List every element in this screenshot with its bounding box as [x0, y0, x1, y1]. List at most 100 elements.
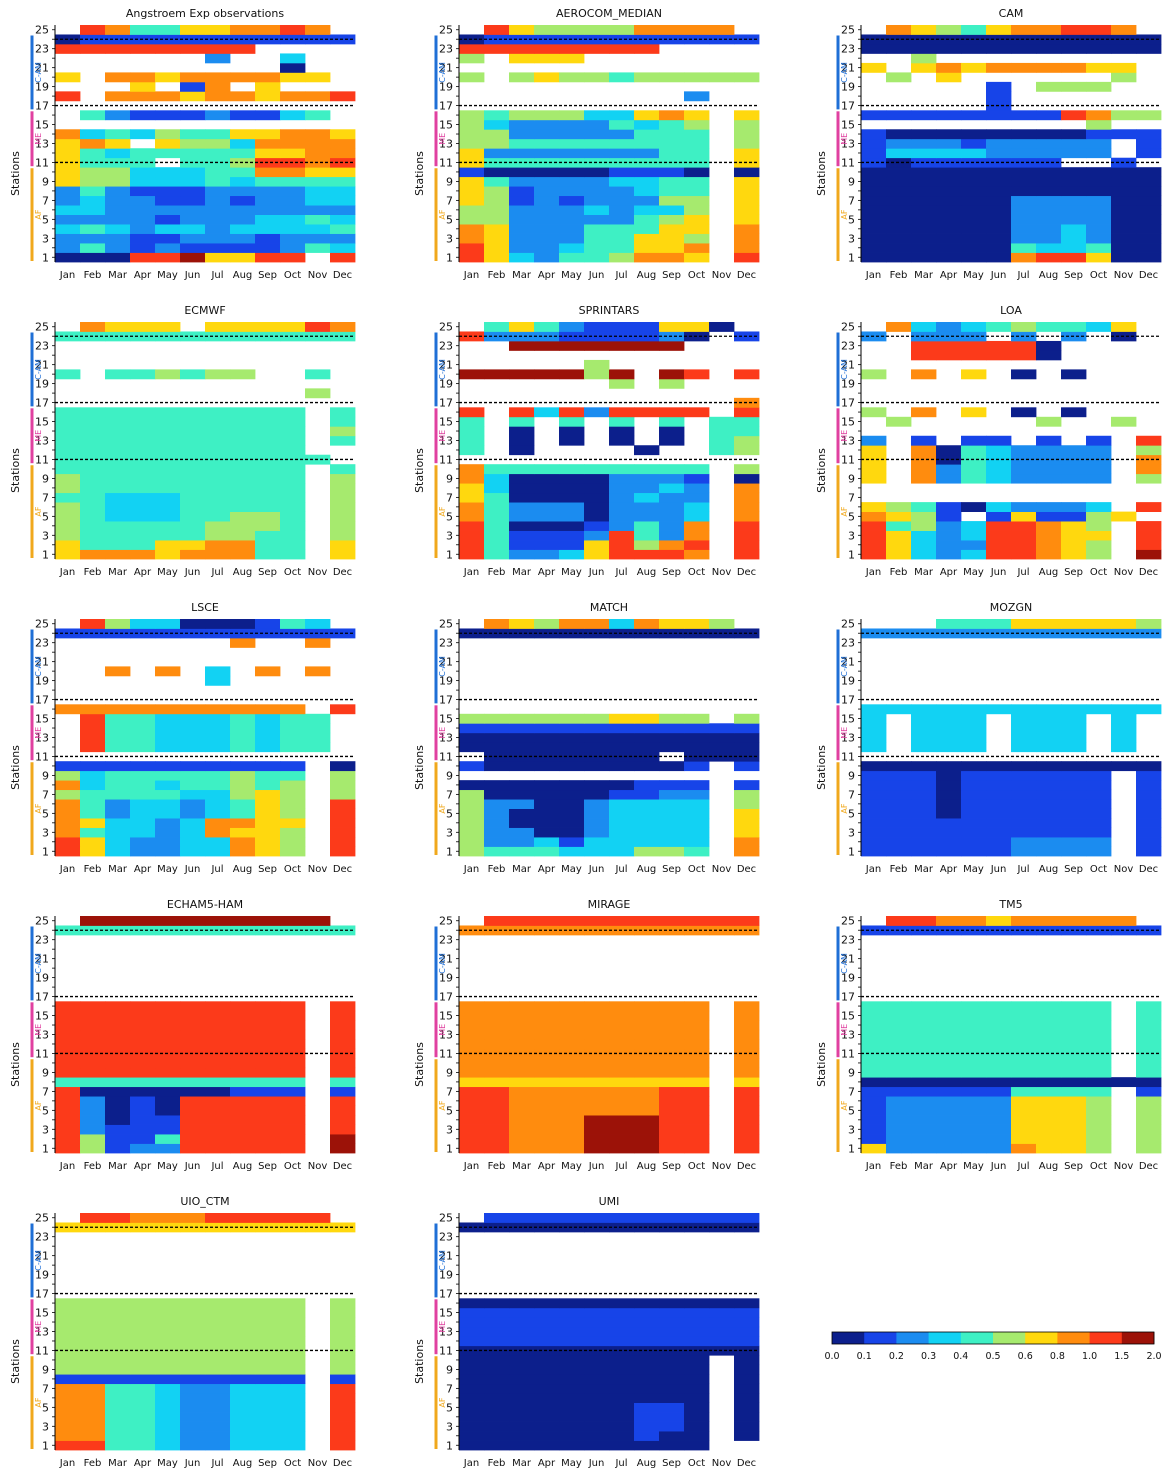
heatmap-cell [584, 1020, 610, 1031]
heatmap-cell [130, 1383, 156, 1394]
heatmap-cell [634, 43, 660, 54]
heatmap-cell [205, 1421, 231, 1432]
y-tick-label: 3 [42, 826, 49, 839]
heatmap-cell [230, 322, 256, 332]
heatmap-cell [130, 1001, 156, 1012]
heatmap-cell [484, 713, 510, 724]
heatmap-cell [459, 818, 485, 828]
heatmap-cell [230, 1355, 256, 1366]
heatmap-cell [584, 1421, 610, 1432]
heatmap-cell [80, 549, 106, 560]
y-tick-label: 17 [35, 397, 49, 410]
heatmap-cell [1011, 704, 1037, 715]
heatmap-cell [1086, 846, 1112, 857]
heatmap-cell [961, 1029, 987, 1040]
heatmap-cell [130, 742, 156, 753]
heatmap-cell [509, 195, 535, 206]
y-tick-label: 23 [439, 934, 453, 947]
y-tick-label: 13 [439, 732, 453, 745]
heatmap-cell [559, 1383, 585, 1394]
heatmap-cell [1011, 43, 1037, 54]
heatmap-cell [130, 827, 156, 838]
heatmap-cell [559, 1143, 585, 1154]
heatmap-cell [55, 521, 81, 531]
heatmap-cell [305, 186, 331, 197]
heatmap-cell [230, 1124, 256, 1135]
x-tick-label: May [561, 1161, 582, 1172]
heatmap-cell [684, 1010, 710, 1021]
heatmap-cell [1036, 340, 1062, 351]
heatmap-cell [80, 1374, 106, 1385]
y-tick-label: 17 [841, 100, 855, 113]
heatmap-cell [584, 369, 610, 380]
heatmap-cell [280, 110, 306, 121]
heatmap-cell [130, 195, 156, 206]
heatmap-cell [55, 195, 81, 206]
heatmap-cell [130, 808, 156, 819]
heatmap-cell [1011, 25, 1037, 35]
heatmap-cell [205, 704, 231, 715]
heatmap-cell [205, 1355, 231, 1366]
x-tick-label: Nov [1114, 270, 1134, 281]
heatmap-cell [886, 827, 912, 838]
heatmap-cell [1086, 445, 1112, 456]
heatmap-cell [1061, 243, 1087, 253]
region-label: AF [34, 1100, 43, 1110]
heatmap-cell [484, 549, 510, 560]
heatmap-cell [584, 25, 610, 35]
heatmap-cell [1086, 1039, 1112, 1050]
heatmap-cell [180, 1134, 206, 1144]
heatmap-cell [886, 1010, 912, 1021]
heatmap-cell [961, 530, 987, 541]
heatmap-cell [130, 473, 156, 484]
heatmap-cell [684, 205, 710, 215]
heatmap-cell [459, 789, 485, 800]
heatmap-cell [459, 1058, 485, 1069]
heatmap-cell [255, 81, 281, 92]
heatmap-cell [205, 224, 231, 234]
heatmap-cell [609, 167, 635, 178]
heatmap-cell [559, 1115, 585, 1125]
heatmap-cell [484, 1402, 510, 1413]
heatmap-cell [1086, 1105, 1112, 1116]
heatmap-cell [255, 1440, 281, 1451]
heatmap-cell [1036, 350, 1062, 361]
heatmap-cell [534, 1393, 560, 1403]
x-tick-label: Jul [1016, 567, 1029, 578]
heatmap-cell [205, 530, 231, 541]
heatmap-cell [1136, 195, 1162, 206]
heatmap-cell [484, 1431, 510, 1441]
heatmap-cell [534, 167, 560, 178]
colorbar-tick-label: 0.5 [985, 1351, 1000, 1362]
heatmap-cell [255, 214, 281, 225]
colorbar-segment [864, 1332, 897, 1344]
heatmap-cell [255, 25, 281, 35]
heatmap-cell [280, 205, 306, 215]
y-tick-label: 13 [439, 1326, 453, 1339]
heatmap-cell [1086, 1143, 1112, 1154]
heatmap-cell [180, 799, 206, 809]
heatmap-cell [584, 732, 610, 743]
y-tick-label: 19 [841, 675, 855, 688]
x-tick-label: Oct [1090, 864, 1107, 875]
heatmap-cells [861, 916, 1162, 1154]
heatmap-cell [130, 1010, 156, 1021]
heatmap-cell [55, 1355, 81, 1366]
y-tick-label: 13 [439, 1029, 453, 1042]
heatmap-cell [255, 521, 281, 531]
heatmap-cell [55, 1402, 81, 1413]
heatmap-cell [534, 25, 560, 35]
heatmap-cell [986, 1124, 1012, 1135]
heatmap-cell [886, 416, 912, 427]
heatmap-cell [484, 322, 510, 332]
heatmap-cell [130, 205, 156, 215]
heatmap-cell [861, 186, 887, 197]
heatmap-cell [634, 916, 660, 926]
heatmap-cell [609, 1096, 635, 1106]
heatmap-cell [205, 243, 231, 253]
heatmap-cell [205, 789, 231, 800]
x-tick-label: Nov [308, 270, 328, 281]
heatmap-cell [861, 167, 887, 178]
heatmap-cell [484, 619, 510, 629]
heatmap-cell [255, 483, 281, 494]
